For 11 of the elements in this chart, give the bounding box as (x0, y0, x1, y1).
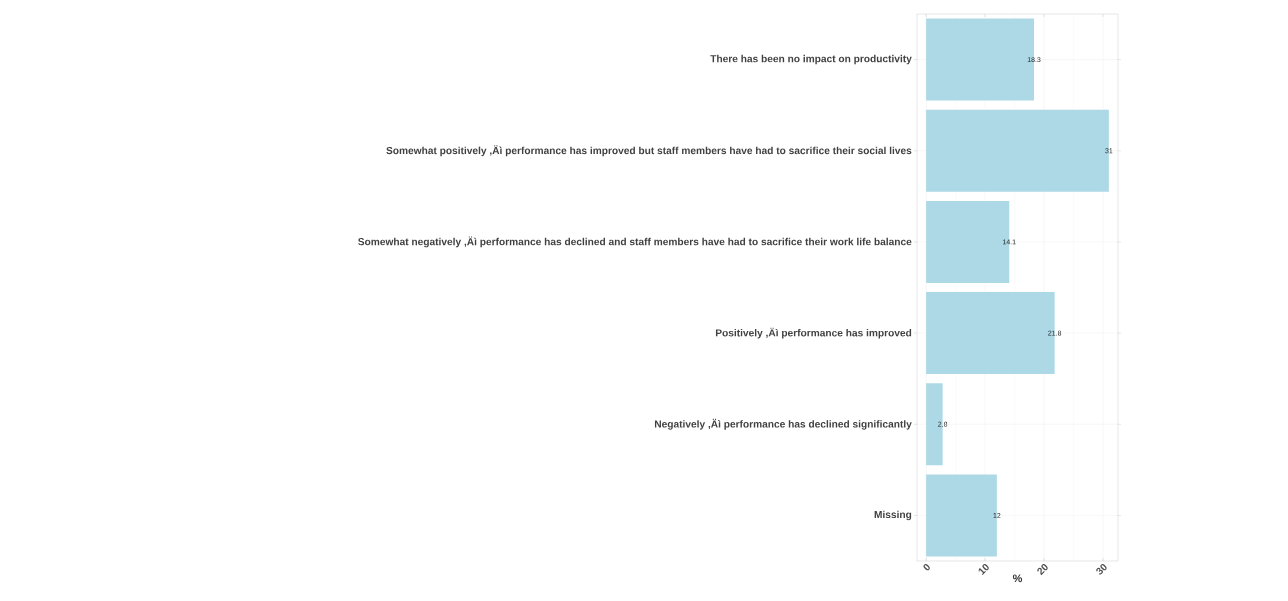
y-tick-label: Missing (874, 510, 912, 521)
x-axis-title: % (1012, 574, 1023, 583)
x-tick-label: 0 (923, 563, 930, 571)
y-tick-label: There has been no impact on productivity (710, 54, 912, 65)
x-tick-label: 20 (1037, 563, 1048, 576)
y-tick-label: Somewhat positively ,Äì performance has improved but staff members have had to sacrifice their social lives (386, 145, 912, 157)
x-tick-label: 10 (978, 563, 989, 576)
x-tick-label: 30 (1096, 563, 1107, 575)
y-tick-label: Positively ,Äì performance has improved (715, 327, 912, 339)
y-tick-label: Somewhat negatively ,Äì performance has declined and staff members have had to sacrifice their work life balance (358, 236, 912, 248)
y-tick-label: Negatively ,Äì performance has declined significantly (654, 418, 912, 430)
